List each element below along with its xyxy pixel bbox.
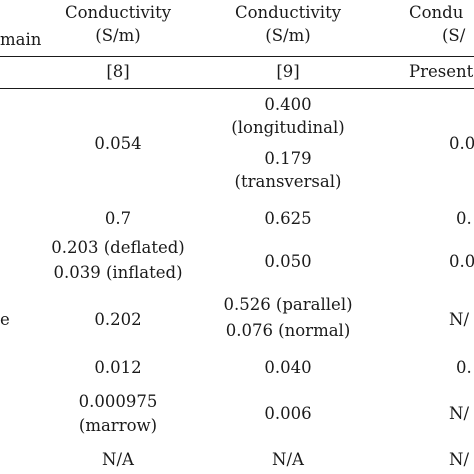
row4-label: e <box>0 310 10 329</box>
col1-title: Conductivity <box>64 3 172 22</box>
row2-col2: 0.625 <box>264 209 312 228</box>
row3-col1-line1: 0.203 (deflated) <box>51 238 185 257</box>
row6-col1-line2: (marrow) <box>78 416 158 435</box>
row4-col2-line2: 0.076 (normal) <box>225 321 351 340</box>
col3-title: Condu <box>409 3 464 22</box>
row2-col3: 0. <box>456 209 472 228</box>
row1-col2-line3: 0.179 <box>264 149 312 168</box>
domain-header: main <box>0 30 42 49</box>
col3-ref: Present <box>409 62 474 81</box>
row3-col2: 0.050 <box>264 252 312 271</box>
col3-unit: (S/ <box>442 26 466 45</box>
row4-col2-line1: 0.526 (parallel) <box>223 295 353 314</box>
col2-unit: (S/m) <box>265 26 311 45</box>
row4-col3: N/ <box>449 310 469 329</box>
col1-ref: [8] <box>106 62 130 81</box>
col1-unit: (S/m) <box>95 26 141 45</box>
row7-col2: N/A <box>272 450 304 469</box>
row1-col2-line1: 0.400 <box>264 95 312 114</box>
row6-col3: N/ <box>449 404 469 423</box>
row2-col1: 0.7 <box>104 209 132 228</box>
row1-col3: 0.0 <box>449 134 474 153</box>
row1-col2-line2: (longitudinal) <box>231 118 345 137</box>
row7-col1: N/A <box>102 450 134 469</box>
row6-col1-line1: 0.000975 <box>78 392 158 411</box>
header-rule-top <box>0 56 474 57</box>
row7-col3: N/ <box>449 450 469 469</box>
header-rule-bottom <box>0 88 474 89</box>
row5-col2: 0.040 <box>264 358 312 377</box>
col2-title: Conductivity <box>234 3 342 22</box>
row1-col1: 0.054 <box>94 134 142 153</box>
row3-col1-line2: 0.039 (inflated) <box>53 263 183 282</box>
row6-col2: 0.006 <box>264 404 312 423</box>
row5-col1: 0.012 <box>94 358 142 377</box>
row1-col2-line4: (transversal) <box>234 172 342 191</box>
col2-ref: [9] <box>276 62 300 81</box>
row5-col3: 0. <box>456 358 472 377</box>
row3-col3: 0.0 <box>449 252 474 271</box>
row4-col1: 0.202 <box>94 310 142 329</box>
